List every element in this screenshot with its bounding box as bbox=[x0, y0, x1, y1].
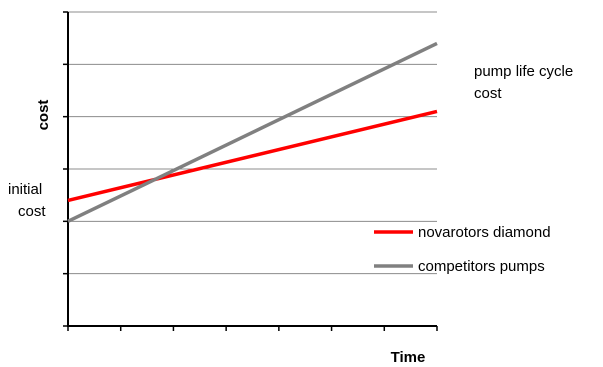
annotation-pump-life-cycle-cost: pump life cycle cost bbox=[474, 63, 577, 102]
legend: novarotors diamond competitors pumps bbox=[374, 224, 551, 275]
legend-label: competitors pumps bbox=[418, 258, 545, 275]
series-line-novarotors-diamond bbox=[67, 109, 438, 203]
annotation-line: pump life cycle bbox=[474, 63, 573, 80]
axes bbox=[63, 11, 438, 331]
annotation-line: initial bbox=[8, 181, 42, 198]
annotation-line: cost bbox=[18, 203, 46, 220]
series-lines bbox=[67, 41, 438, 223]
x-axis-label: Time bbox=[391, 349, 426, 366]
y-axis-label: cost bbox=[35, 100, 52, 131]
annotation-line: cost bbox=[474, 85, 502, 102]
series-line-competitors-pumps bbox=[67, 41, 438, 223]
annotation-initial-cost: initial cost bbox=[8, 181, 46, 220]
gridlines bbox=[68, 11, 437, 275]
legend-label: novarotors diamond bbox=[418, 224, 551, 241]
